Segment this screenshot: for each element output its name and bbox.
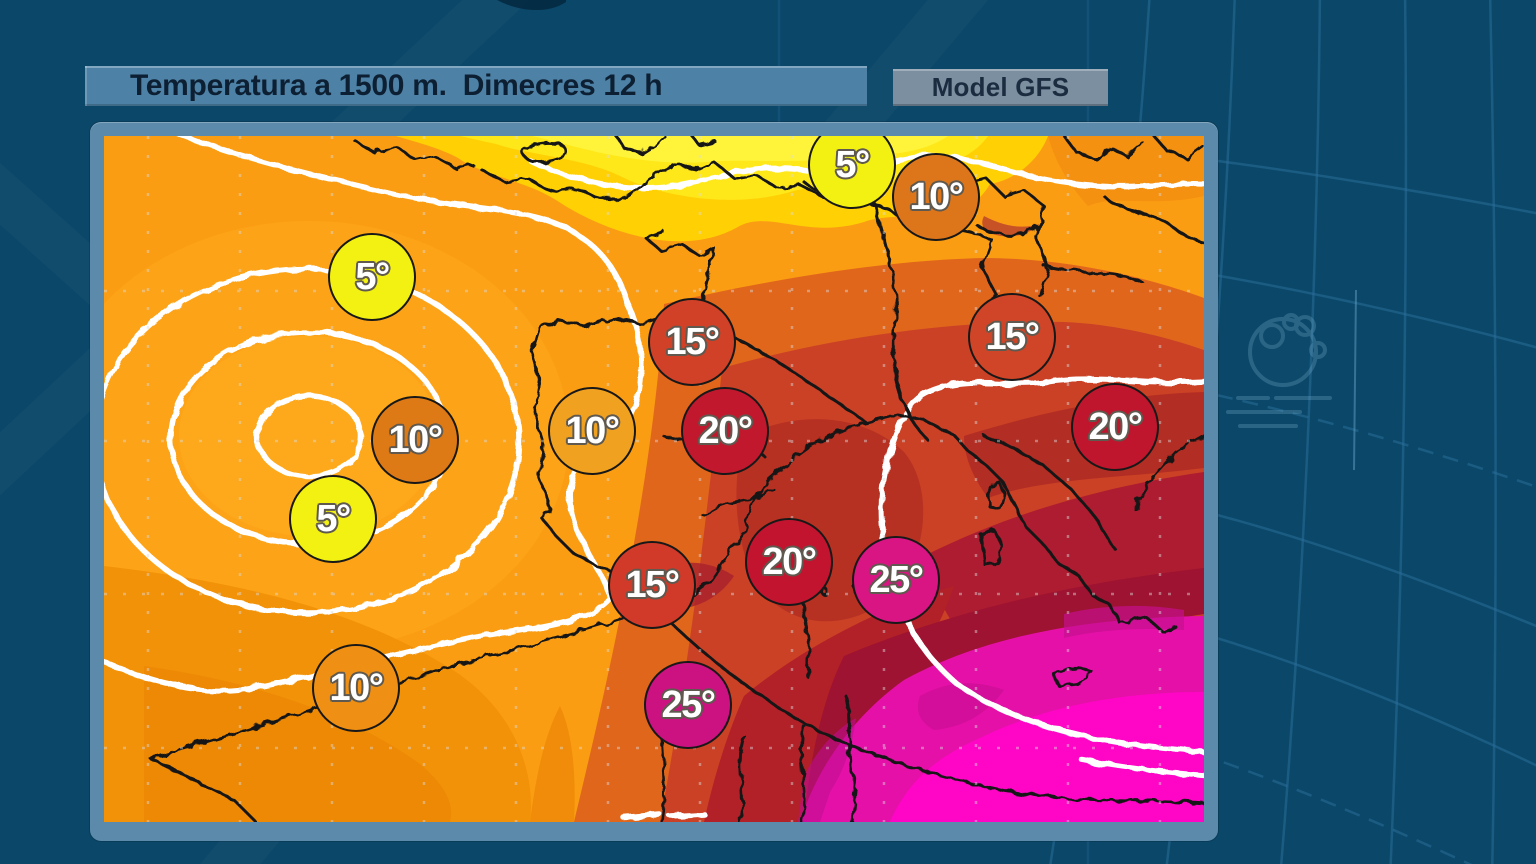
model-label: Model GFS: [931, 72, 1070, 102]
temp-badge-5: 5°: [808, 136, 896, 209]
temp-badge-15: 15°: [648, 298, 736, 386]
temp-badge-label: 5°: [316, 498, 351, 540]
temp-badge-label: 20°: [1088, 406, 1143, 448]
temp-badge-5: 5°: [328, 233, 416, 321]
temp-badge-10: 10°: [371, 396, 459, 484]
temp-badge-20: 20°: [745, 518, 833, 606]
temp-badge-label: 10°: [565, 410, 620, 452]
fog-icon: [1226, 313, 1332, 428]
temp-badge-15: 15°: [608, 541, 696, 629]
temp-badge-label: 25°: [661, 684, 716, 726]
temp-badge-15: 15°: [968, 293, 1056, 381]
temp-badge-label: 20°: [762, 541, 817, 583]
temp-badge-label: 10°: [388, 419, 443, 461]
temp-badge-label: 5°: [355, 256, 390, 298]
weather-map-panel: 5° 10° 5° 15° 15° 10° 20° 20° 10° 5° 20° 25° 15° 10° 2…: [90, 122, 1218, 841]
temp-badge-10: 10°: [312, 644, 400, 732]
weather-map: 5° 10° 5° 15° 15° 10° 20° 20° 10° 5° 20° 25° 15° 10° 2…: [104, 136, 1204, 822]
title-bar: Temperatura a 1500 m. Dimecres 12 h: [85, 66, 867, 106]
highlight-meridian-segment: [1353, 289, 1357, 471]
temp-badge-label: 15°: [625, 564, 680, 606]
temp-badge-label: 15°: [665, 321, 720, 363]
temp-badge-5: 5°: [289, 475, 377, 563]
temp-badge-25: 25°: [644, 661, 732, 749]
temp-badge-10: 10°: [892, 153, 980, 241]
temp-badge-20: 20°: [1071, 383, 1159, 471]
temperature-badge-layer: 5° 10° 5° 15° 15° 10° 20° 20° 10° 5° 20° 25° 15° 10° 2…: [104, 136, 1204, 822]
temp-badge-10: 10°: [548, 387, 636, 475]
temp-badge-label: 20°: [698, 410, 753, 452]
temp-badge-label: 10°: [329, 667, 384, 709]
model-label-box: Model GFS: [893, 69, 1108, 106]
page-title: Temperatura a 1500 m. Dimecres 12 h: [130, 69, 663, 102]
temp-badge-label: 10°: [909, 176, 964, 218]
top-logo-fragment: [497, 0, 566, 11]
temp-badge-label: 5°: [835, 144, 870, 186]
temp-badge-label: 15°: [985, 316, 1040, 358]
temp-badge-25: 25°: [852, 536, 940, 624]
temp-badge-20: 20°: [681, 387, 769, 475]
temp-badge-label: 25°: [869, 559, 924, 601]
